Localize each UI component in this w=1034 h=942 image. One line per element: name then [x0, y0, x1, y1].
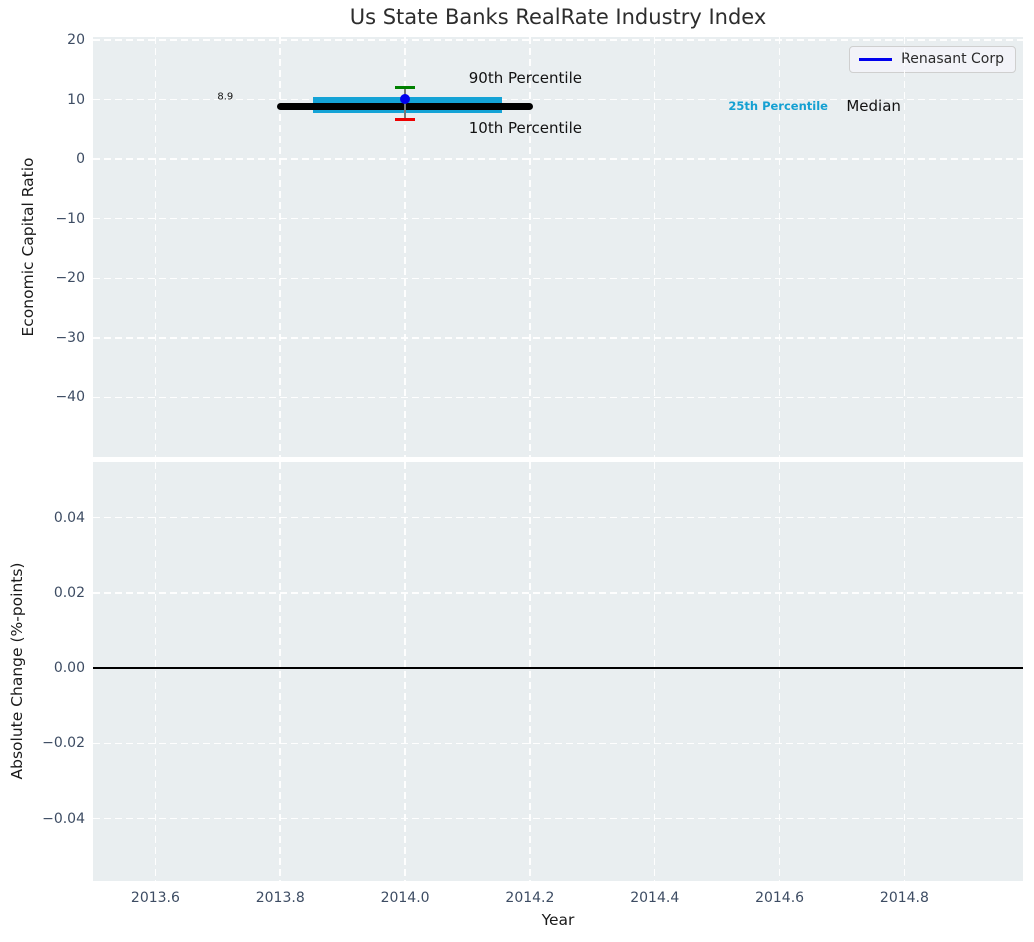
x-gridline — [778, 37, 781, 457]
y-tick-label: −0.04 — [42, 810, 85, 827]
y-tick-label: 0.00 — [53, 660, 85, 677]
annotation-8-9: 8.9 — [217, 91, 234, 103]
y-tick-label: −30 — [55, 329, 85, 346]
x-gridline — [903, 37, 906, 457]
bottom-axes-panel — [93, 462, 1023, 881]
x-tick-label: 2014.2 — [505, 890, 555, 906]
errorbar-cap-low — [395, 117, 416, 121]
y-tick-label: −10 — [55, 210, 85, 227]
x-tick-label: 2014.0 — [380, 890, 430, 906]
annotation-10th-percentile: 10th Percentile — [468, 119, 582, 138]
y-gridline — [93, 592, 1023, 594]
x-tick-label: 2014.8 — [879, 890, 929, 906]
top-y-axis-label: Economic Capital Ratio — [19, 157, 37, 337]
y-tick-label: 0.04 — [53, 509, 85, 526]
y-tick-label: −20 — [55, 270, 85, 287]
x-tick-label: 2013.8 — [255, 890, 305, 906]
y-gridline — [93, 39, 1023, 41]
annotation-median: Median — [846, 97, 901, 116]
y-tick-label: 0 — [76, 151, 85, 168]
x-tick-label: 2014.6 — [755, 890, 805, 906]
y-gridline — [93, 516, 1023, 519]
y-gridline — [93, 396, 1023, 399]
zero-line — [93, 667, 1023, 670]
legend-line-swatch — [859, 57, 893, 61]
legend-label: Renasant Corp — [901, 51, 1004, 67]
y-gridline — [93, 158, 1023, 160]
y-tick-label: −0.02 — [42, 735, 85, 752]
y-gridline — [93, 277, 1023, 280]
x-tick-label: 2013.6 — [130, 890, 180, 906]
x-gridline — [154, 37, 157, 457]
x-gridline — [279, 37, 281, 457]
x-gridline — [404, 462, 406, 881]
y-tick-label: 0.02 — [53, 584, 85, 601]
x-gridline — [903, 462, 906, 881]
chart-title: Us State Banks RealRate Industry Index — [349, 5, 767, 29]
annotation-25th-percentile: 25th Percentile — [728, 99, 828, 114]
x-axis-label: Year — [541, 911, 575, 929]
x-gridline — [154, 462, 157, 881]
x-gridline — [279, 462, 281, 881]
x-gridline — [529, 462, 531, 881]
y-gridline — [93, 817, 1023, 820]
x-gridline — [653, 37, 656, 457]
y-gridline — [93, 337, 1023, 339]
y-gridline — [93, 217, 1023, 220]
y-tick-label: 20 — [67, 31, 85, 48]
x-tick-label: 2014.4 — [630, 890, 680, 906]
x-gridline — [404, 37, 406, 457]
y-tick-label: 10 — [67, 91, 85, 108]
y-gridline — [93, 98, 1023, 101]
annotation-90th-percentile: 90th Percentile — [468, 69, 582, 88]
company-data-point — [400, 93, 411, 104]
x-gridline — [778, 462, 781, 881]
legend: Renasant Corp — [849, 46, 1016, 73]
x-gridline — [653, 462, 656, 881]
top-axes-panel — [93, 37, 1023, 457]
y-gridline — [93, 742, 1023, 745]
y-tick-label: −40 — [55, 389, 85, 406]
x-gridline — [529, 37, 531, 457]
errorbar-cap-high — [395, 85, 416, 89]
